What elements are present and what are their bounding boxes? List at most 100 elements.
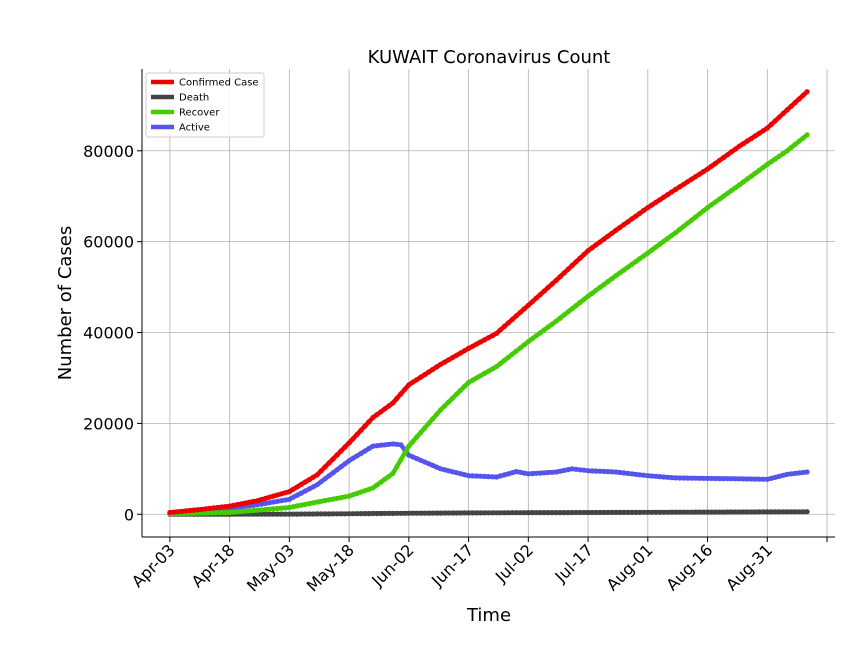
data-point bbox=[720, 193, 727, 199]
data-point bbox=[207, 510, 213, 516]
data-point bbox=[386, 441, 392, 447]
data-point bbox=[685, 509, 691, 515]
data-point bbox=[342, 494, 348, 500]
data-point bbox=[553, 318, 559, 324]
data-point bbox=[318, 498, 324, 504]
data-point bbox=[553, 469, 559, 475]
data-point bbox=[601, 509, 607, 516]
data-point bbox=[780, 150, 786, 157]
data-point bbox=[470, 377, 476, 383]
data-point bbox=[673, 186, 679, 192]
data-point bbox=[772, 509, 778, 515]
data-point bbox=[497, 327, 503, 333]
x-axis-title: Time bbox=[466, 605, 511, 626]
data-point bbox=[657, 509, 663, 515]
data-point bbox=[446, 468, 452, 474]
data-point bbox=[462, 348, 468, 354]
data-point bbox=[223, 509, 229, 516]
data-point bbox=[270, 511, 276, 517]
data-point bbox=[764, 125, 770, 131]
data-point bbox=[266, 494, 272, 500]
data-point bbox=[430, 416, 436, 422]
data-point bbox=[438, 361, 444, 367]
data-point bbox=[477, 473, 484, 479]
data-point bbox=[573, 303, 579, 309]
data-point bbox=[625, 264, 631, 270]
data-point bbox=[565, 266, 571, 272]
data-point bbox=[235, 509, 241, 515]
data-point bbox=[768, 509, 774, 515]
data-point bbox=[581, 467, 587, 473]
data-point bbox=[589, 245, 595, 251]
data-point bbox=[374, 482, 380, 488]
data-point bbox=[294, 511, 300, 517]
data-point bbox=[509, 510, 515, 516]
data-point bbox=[740, 141, 747, 147]
data-point bbox=[358, 510, 364, 517]
data-point bbox=[450, 469, 456, 475]
data-point bbox=[705, 166, 711, 172]
data-point bbox=[394, 464, 400, 470]
data-point bbox=[617, 469, 623, 476]
data-point bbox=[637, 210, 643, 216]
data-point bbox=[378, 479, 384, 485]
data-point bbox=[557, 315, 563, 321]
data-point bbox=[641, 253, 647, 259]
data-point bbox=[705, 509, 711, 515]
data-point bbox=[390, 510, 396, 516]
data-point bbox=[736, 143, 743, 149]
data-point bbox=[191, 507, 197, 513]
data-point bbox=[581, 296, 587, 302]
x-tick-label: Aug-01 bbox=[603, 540, 657, 594]
data-point bbox=[712, 199, 719, 205]
data-point bbox=[318, 511, 324, 517]
data-point bbox=[282, 497, 288, 503]
data-point bbox=[294, 492, 300, 498]
y-tick-label: 0 bbox=[124, 505, 134, 524]
data-point bbox=[645, 205, 651, 211]
data-point bbox=[593, 287, 599, 293]
data-point bbox=[406, 382, 412, 388]
data-point bbox=[474, 341, 480, 347]
data-point bbox=[322, 476, 328, 482]
data-point bbox=[768, 121, 774, 127]
data-point bbox=[346, 511, 352, 517]
data-point bbox=[330, 470, 336, 476]
data-point bbox=[243, 500, 249, 506]
data-point bbox=[681, 181, 687, 187]
data-point bbox=[338, 464, 344, 470]
data-point bbox=[665, 474, 671, 480]
data-point bbox=[613, 509, 619, 515]
data-point bbox=[450, 354, 456, 361]
data-point bbox=[649, 509, 655, 515]
data-point bbox=[537, 509, 543, 516]
data-point bbox=[485, 335, 492, 341]
data-point bbox=[613, 227, 619, 233]
x-tick-label: Jun-17 bbox=[427, 540, 477, 590]
data-point bbox=[517, 309, 524, 315]
data-point bbox=[470, 473, 476, 479]
data-point bbox=[374, 412, 380, 418]
data-point bbox=[167, 509, 173, 516]
data-point bbox=[589, 468, 595, 474]
data-point bbox=[629, 261, 635, 267]
data-point bbox=[489, 366, 496, 372]
data-point bbox=[211, 505, 217, 511]
data-point bbox=[278, 498, 284, 504]
data-point bbox=[657, 241, 663, 247]
data-point bbox=[637, 509, 643, 515]
data-point bbox=[354, 453, 360, 459]
data-point bbox=[370, 510, 376, 517]
data-point bbox=[406, 443, 412, 449]
data-point bbox=[450, 395, 456, 401]
data-point bbox=[310, 500, 316, 506]
data-point bbox=[788, 509, 794, 515]
data-point bbox=[581, 251, 587, 257]
data-point bbox=[235, 501, 241, 508]
data-point bbox=[374, 443, 380, 449]
data-point bbox=[565, 509, 571, 516]
data-point bbox=[653, 473, 659, 479]
data-point bbox=[258, 511, 265, 517]
data-point bbox=[585, 509, 591, 516]
data-point bbox=[716, 476, 723, 482]
